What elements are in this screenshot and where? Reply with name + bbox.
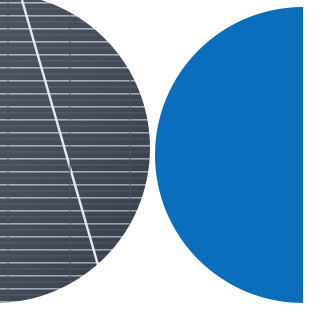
- illustration: [0, 0, 303, 310]
- solar-panel-image: [0, 0, 160, 310]
- blue-circle: [155, 7, 303, 303]
